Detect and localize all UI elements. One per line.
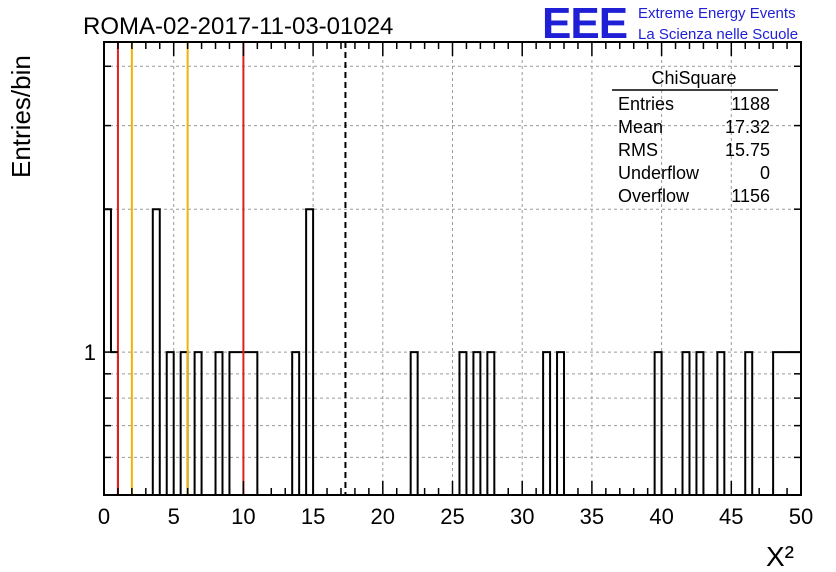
reference-lines — [116, 42, 347, 495]
stats-label-overflow: Overflow — [618, 186, 690, 206]
stats-box: ChiSquare Entries 1188 Mean 17.32 RMS 15… — [612, 68, 778, 206]
logo-line-1: Extreme Energy Events — [638, 5, 796, 22]
grid — [104, 42, 801, 495]
logo-mark: EEE — [542, 0, 627, 48]
y-tick-label: 1 — [84, 340, 96, 365]
stats-label-rms: RMS — [618, 140, 658, 160]
x-tick-label: 40 — [649, 504, 673, 529]
axes: 0 5 10 15 20 25 30 35 40 45 50 1 — [84, 41, 813, 529]
stats-value-mean: 17.32 — [725, 117, 770, 137]
x-axis-label: X² — [766, 541, 794, 572]
x-tick-label: 30 — [510, 504, 534, 529]
x-tick-label: 15 — [301, 504, 325, 529]
chart-title: ROMA-02-2017-11-03-01024 — [83, 13, 393, 40]
x-tick-label: 45 — [719, 504, 743, 529]
x-tick-label: 25 — [440, 504, 464, 529]
stats-label-mean: Mean — [618, 117, 663, 137]
stats-value-entries: 1188 — [731, 94, 770, 114]
x-tick-label: 20 — [371, 504, 395, 529]
x-tick-label: 5 — [168, 504, 180, 529]
stats-title: ChiSquare — [651, 68, 736, 88]
eee-logo: EEE Extreme Energy Events La Scienza nel… — [542, 0, 798, 48]
stats-value-rms: 15.75 — [725, 140, 770, 160]
logo-line-2: La Scienza nelle Scuole — [638, 26, 798, 43]
y-axis-label: Entries/bin — [6, 55, 36, 178]
stats-value-overflow: 1156 — [731, 186, 770, 206]
x-tick-label: 35 — [580, 504, 604, 529]
x-tick-label: 10 — [231, 504, 255, 529]
stats-label-underflow: Underflow — [618, 163, 700, 183]
stats-value-underflow: 0 — [760, 163, 770, 183]
x-tick-label: 0 — [98, 504, 110, 529]
stats-label-entries: Entries — [618, 94, 674, 114]
x-tick-label: 50 — [789, 504, 813, 529]
